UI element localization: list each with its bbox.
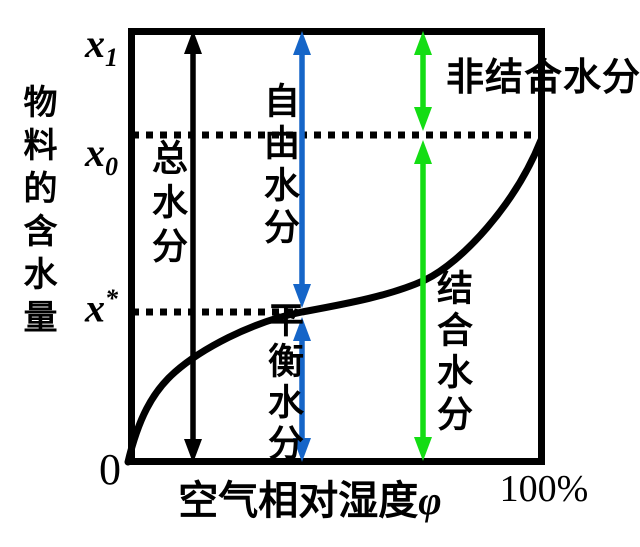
arrowhead-up-icon bbox=[184, 30, 202, 54]
label-bound-moisture: 结合水分 bbox=[432, 269, 473, 437]
label-unbound-moisture: 非结合水分 bbox=[446, 57, 640, 99]
unbound-moisture-arrow bbox=[414, 31, 432, 131]
arrowhead-down-icon bbox=[293, 438, 311, 462]
x-axis-title: 空气相对湿度φ bbox=[178, 478, 442, 523]
arrowhead-down-icon bbox=[293, 284, 311, 308]
free-moisture-arrow bbox=[293, 31, 311, 308]
arrowhead-up-icon bbox=[414, 140, 432, 164]
plot-border bbox=[128, 28, 545, 465]
label-free-moisture: 自由水分 bbox=[259, 82, 300, 250]
arrowhead-down-icon bbox=[184, 439, 202, 463]
arrowhead-up-icon bbox=[293, 31, 311, 55]
arrowhead-up-icon bbox=[414, 31, 432, 55]
x-tick-origin: 0 bbox=[99, 445, 121, 494]
arrowhead-down-icon bbox=[414, 437, 432, 461]
equilibrium-moisture-arrow bbox=[293, 317, 311, 462]
x-tick-100pct: 100% bbox=[499, 468, 589, 510]
arrowhead-up-icon bbox=[293, 317, 311, 341]
arrowhead-down-icon bbox=[414, 107, 432, 131]
y-tick-xstar: x* bbox=[85, 284, 118, 331]
y-axis-title: 物料的含水量 bbox=[18, 84, 56, 342]
phi-symbol: φ bbox=[418, 478, 442, 523]
equilibrium-moisture-curve bbox=[124, 136, 545, 466]
y-tick-x0: x0 bbox=[85, 130, 118, 181]
bound-moisture-arrow bbox=[414, 140, 432, 461]
label-equilibrium-moisture: 平衡水分 bbox=[263, 301, 304, 465]
label-total-moisture: 总水分 bbox=[147, 139, 188, 271]
total-moisture-arrow bbox=[184, 30, 202, 463]
y-tick-x1: x1 bbox=[85, 21, 118, 72]
